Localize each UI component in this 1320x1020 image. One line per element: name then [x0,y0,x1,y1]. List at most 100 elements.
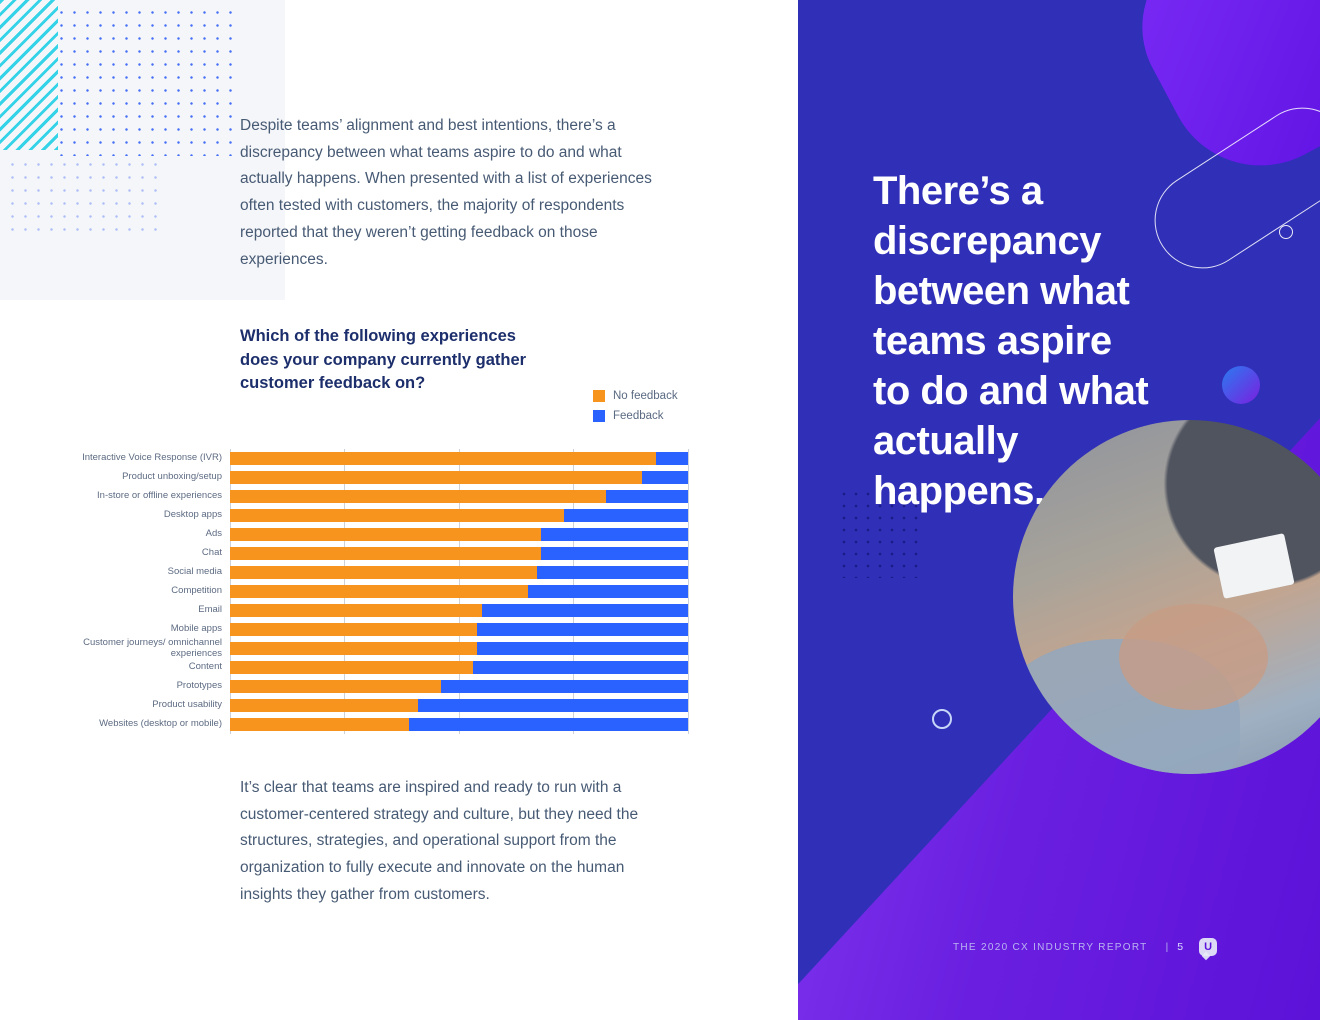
category-label: Product usability [152,699,222,711]
bar-segment-no-feedback [230,699,418,712]
chart-question-heading: Which of the following experiences does … [240,327,527,392]
footer-report-title: THE 2020 CX INDUSTRY REPORT [953,941,1148,953]
bar-chart: Interactive Voice Response (IVR) Product … [52,449,689,734]
bar-segment-feedback [477,642,688,655]
bar-segment-feedback [440,680,688,693]
category-label: Competition [171,585,222,597]
chart-row: Mobile apps [52,620,688,639]
bar-track [230,680,688,693]
chart-row: In-store or offline experiences [52,487,688,506]
bar-segment-feedback [417,699,688,712]
circle-outline-decoration [1279,225,1293,239]
panel-dot-grid-decoration [838,488,924,578]
bar-segment-feedback [472,661,688,674]
gradient-circle-decoration [1222,366,1260,404]
bar-segment-no-feedback [230,471,643,484]
category-label: Ads [205,528,222,540]
bar-track [230,623,688,636]
bar-segment-no-feedback [230,604,482,617]
closing-paragraph: It’s clear that teams are inspired and r… [240,779,639,903]
dot-grid-decoration-light [6,158,166,232]
bar-segment-feedback [564,509,688,522]
category-label: Email [198,604,222,616]
bar-track [230,509,688,522]
bar-segment-feedback [536,566,688,579]
chart-row: Interactive Voice Response (IVR) [52,449,688,468]
category-label: Prototypes [176,680,222,692]
bar-track [230,642,688,655]
dot-grid-decoration [55,6,240,156]
footer-page-number: 5 [1177,941,1184,953]
diagonal-stripes-decoration [0,0,58,150]
bar-segment-feedback [408,718,688,731]
category-label: Mobile apps [170,623,222,635]
chart-rows: Interactive Voice Response (IVR) Product … [52,449,688,734]
bar-track [230,490,688,503]
bar-segment-feedback [541,547,688,560]
bar-segment-no-feedback [230,490,606,503]
legend-item: No feedback [593,386,678,406]
bar-segment-feedback [655,452,688,465]
bar-track [230,585,688,598]
legend-swatch-feedback [593,410,605,422]
bar-segment-no-feedback [230,661,473,674]
category-label: Customer journeys/ omnichannel experienc… [83,637,222,659]
bar-segment-feedback [481,604,688,617]
legend-item: Feedback [593,406,678,426]
footer: THE 2020 CX INDUSTRY REPORT | 5 U [953,938,1218,960]
chart-row: Customer journeys/ omnichannel experienc… [52,637,688,659]
bar-track [230,547,688,560]
chart-row: Competition [52,582,688,601]
legend-label: Feedback [613,410,664,422]
chart-row: Product usability [52,696,688,715]
bar-segment-no-feedback [230,566,537,579]
category-label: Interactive Voice Response (IVR) [82,452,222,464]
footer-separator: | [1165,941,1169,953]
category-label: Websites (desktop or mobile) [99,718,222,730]
category-label: In-store or offline experiences [97,490,222,502]
legend-label: No feedback [613,390,678,402]
bar-segment-no-feedback [230,509,565,522]
headline: There’s a discrepancy between what teams… [873,169,1149,513]
bar-segment-no-feedback [230,642,478,655]
bar-track [230,604,688,617]
photo-skin-shape [1119,604,1268,711]
bar-segment-feedback [541,528,688,541]
bar-segment-no-feedback [230,452,656,465]
bar-track [230,699,688,712]
usertesting-logo: U [1199,938,1218,960]
logo-letter: U [1204,940,1213,953]
bar-segment-feedback [477,623,688,636]
chart-row: Content [52,658,688,677]
gridline [687,449,689,734]
photo-woman-clapping [1013,420,1320,774]
bar-segment-feedback [527,585,688,598]
bar-track [230,718,688,731]
intro-paragraph: Despite teams’ alignment and best intent… [240,117,652,268]
bar-track [230,452,688,465]
bar-segment-no-feedback [230,528,542,541]
bar-segment-no-feedback [230,718,409,731]
legend-swatch-no-feedback [593,390,605,402]
bar-segment-no-feedback [230,680,441,693]
chart-legend: No feedback Feedback [593,386,678,426]
chart-row: Email [52,601,688,620]
bar-segment-no-feedback [230,585,528,598]
bar-track [230,566,688,579]
chart-row: Ads [52,525,688,544]
chart-row: Chat [52,544,688,563]
bar-segment-feedback [605,490,688,503]
right-panel: There’s a discrepancy between what teams… [798,0,1320,1020]
category-label: Chat [201,547,222,559]
chart-row: Product unboxing/setup [52,468,688,487]
category-label: Content [188,661,222,673]
bar-track [230,528,688,541]
bar-segment-no-feedback [230,623,478,636]
category-label: Product unboxing/setup [122,471,222,483]
category-label: Desktop apps [163,509,222,521]
bar-track [230,471,688,484]
bar-segment-no-feedback [230,547,542,560]
chart-row: Social media [52,563,688,582]
bar-segment-feedback [642,471,688,484]
